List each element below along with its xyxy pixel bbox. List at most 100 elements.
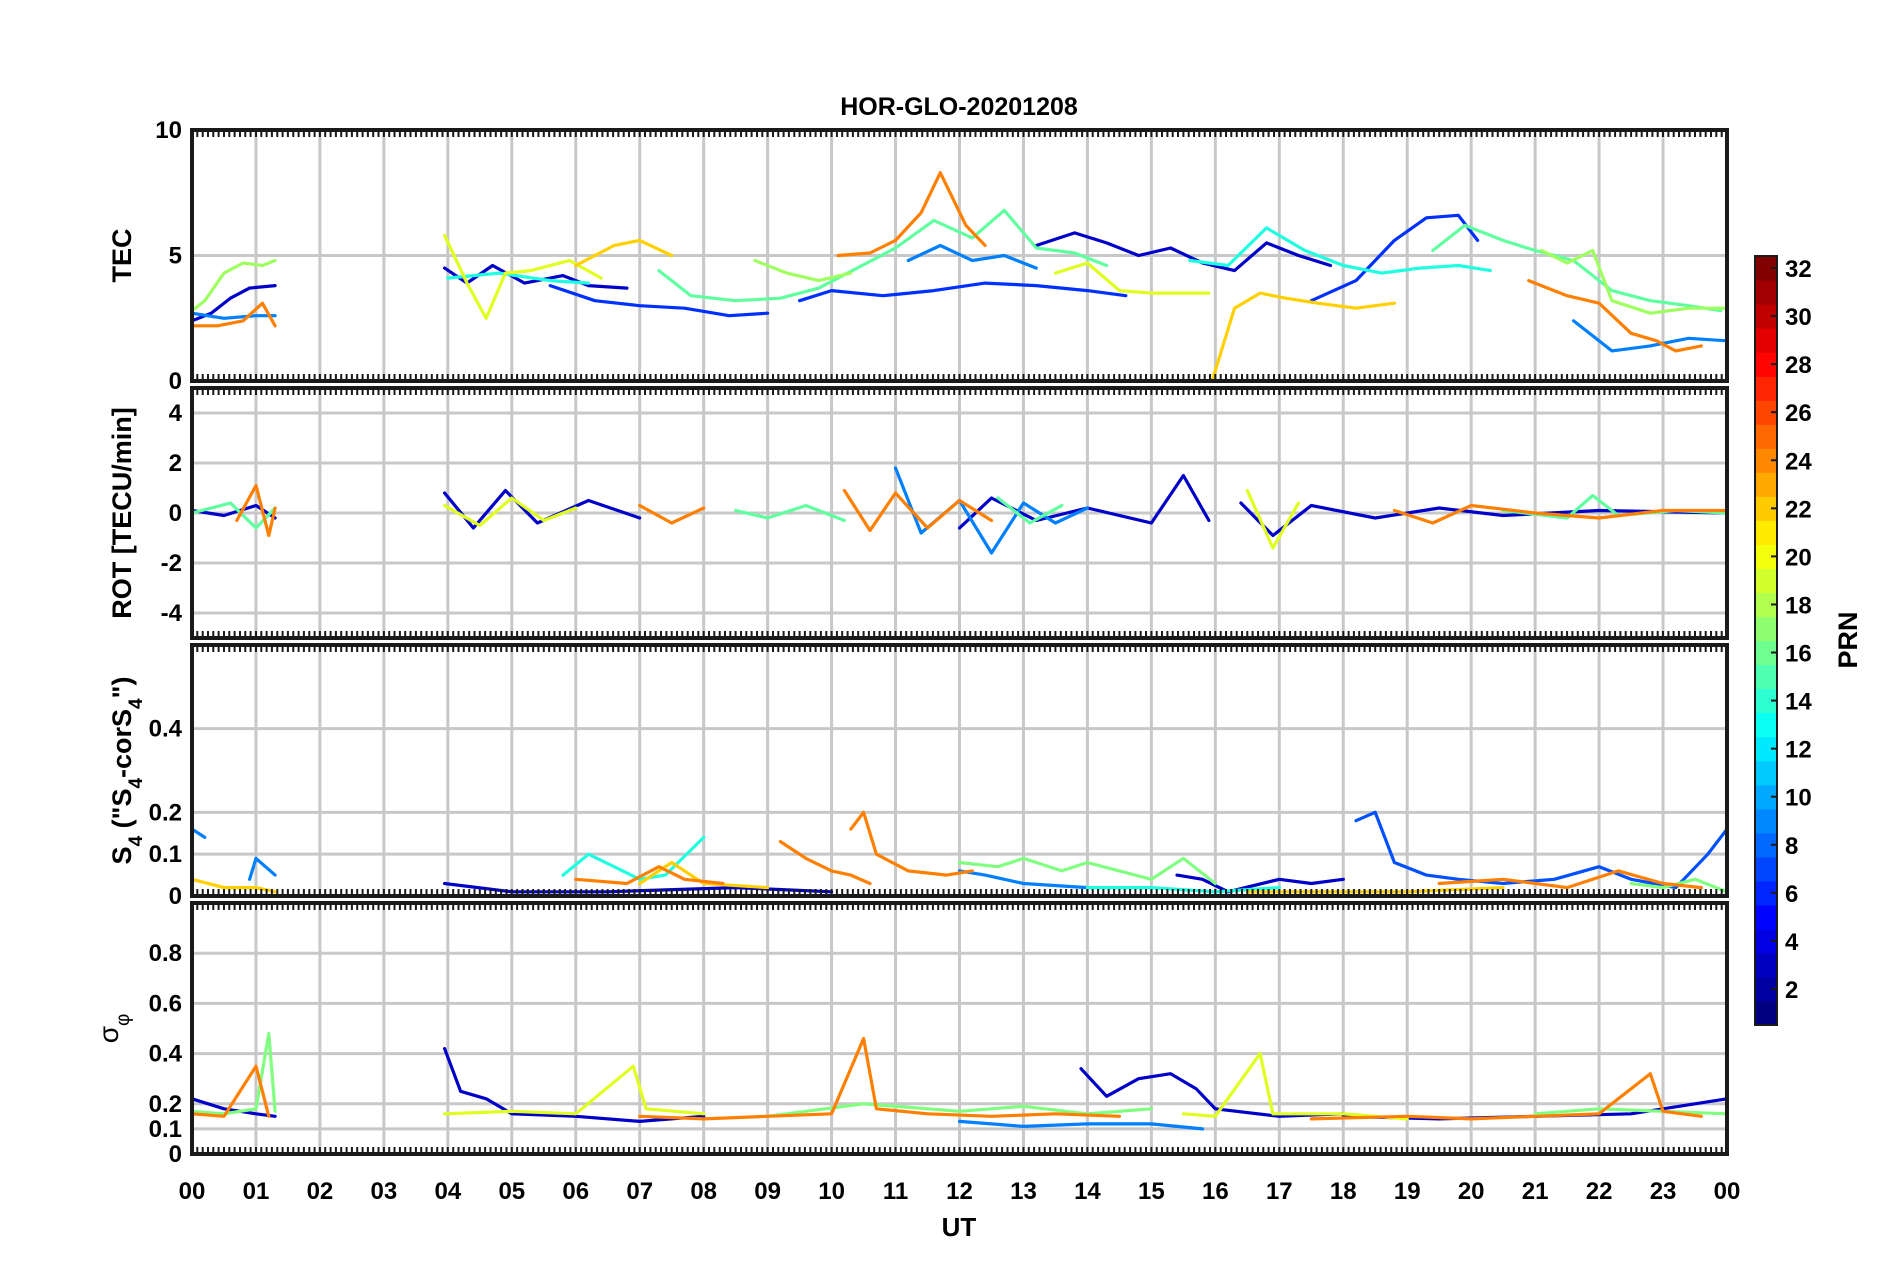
ylabel-part: -corS (107, 709, 137, 778)
panel-tec-ytick-label: 10 (155, 117, 182, 144)
ylabel-part: ("S (107, 789, 137, 836)
series-prn-17 (753, 258, 853, 283)
x-tick-label: 19 (1394, 1178, 1421, 1205)
colorbar-cell (1755, 472, 1777, 497)
colorbar-tick-label: 2 (1785, 977, 1798, 1004)
series-prn-24 (849, 810, 974, 877)
colorbar-cell (1755, 688, 1777, 714)
panel-rot: -4 -2 0 2 4 ROT [TECU/min] (107, 386, 1729, 640)
series-prn-9 (1571, 319, 1727, 353)
series-prn-9 (192, 827, 207, 840)
x-tick-label: 18 (1330, 1178, 1357, 1205)
colorbar-tick-label: 22 (1785, 496, 1812, 523)
colorbar-label: PRN (1833, 611, 1863, 668)
x-tick-label: 13 (1010, 1178, 1037, 1205)
panel-s4-frame (190, 643, 1729, 898)
x-tick-label: 02 (307, 1178, 334, 1205)
colorbar-tick-label: 24 (1785, 448, 1812, 475)
colorbar-tick-label: 12 (1785, 737, 1812, 764)
series-prn-21 (574, 238, 674, 268)
series-prn-3 (443, 1046, 706, 1124)
series-prn-24 (192, 301, 277, 328)
colorbar-cell (1755, 832, 1777, 858)
series-prn-3 (443, 488, 642, 530)
x-tick-label: 00 (179, 1178, 206, 1205)
ylabel-subscript: 4 (126, 778, 147, 789)
series-prn-17 (1539, 248, 1727, 315)
panel-sigma-ytick-label: 0.1 (149, 1116, 182, 1143)
colorbar-cell (1755, 592, 1777, 618)
colorbar-cell (1755, 952, 1777, 978)
colorbar-cell (1755, 736, 1777, 762)
colorbar-cell (1755, 856, 1777, 882)
ylabel-subscript: φ (113, 1014, 134, 1026)
colorbar-tick-label: 28 (1785, 352, 1812, 379)
series-prn-15 (733, 503, 847, 523)
series-prn-9 (957, 869, 1090, 890)
panel-rot-ytick-label: -4 (161, 600, 183, 627)
panel-rot-ytick-label: 2 (169, 450, 182, 477)
colorbar-cell (1755, 784, 1777, 810)
panel-sigma-ytick-label: 0.4 (149, 1041, 183, 1068)
colorbar-tick-label: 20 (1785, 544, 1812, 571)
panel-s4-ytick-label: 0.2 (149, 799, 182, 826)
series-prn-9 (248, 856, 277, 881)
series-prn-24 (1437, 869, 1704, 890)
colorbar-tick-label: 6 (1785, 881, 1798, 908)
colorbar-cell (1755, 256, 1777, 281)
series-prn-16 (192, 1031, 277, 1116)
series-prn-24 (1309, 1072, 1704, 1121)
panel-rot-ytick-label: -2 (161, 550, 182, 577)
panel-tec-series (192, 171, 1727, 381)
panel-rot-frame (190, 386, 1729, 640)
colorbar-cell (1755, 448, 1777, 473)
series-prn-16 (1629, 877, 1727, 894)
panel-tec-ytick-label: 0 (169, 368, 182, 395)
series-prn-19 (1053, 261, 1211, 295)
ylabel-subscript: 4 (126, 835, 147, 846)
panel-sigma-frame (190, 901, 1729, 1156)
series-prn-24 (638, 1036, 1122, 1121)
x-tick-label: 14 (1074, 1178, 1101, 1205)
colorbar-tick-label: 10 (1785, 785, 1812, 812)
colorbar-cell (1755, 712, 1777, 738)
series-prn-9 (192, 311, 277, 320)
series-prn-13 (1188, 226, 1493, 275)
ylabel-main: S (107, 846, 137, 864)
colorbar-cell (1755, 280, 1777, 305)
series-prn-24 (235, 483, 277, 538)
ylabel-part: ") (107, 677, 137, 699)
series-prn-21 (638, 860, 770, 890)
series-prn-24 (574, 865, 725, 886)
colorbar-tick-label: 18 (1785, 592, 1812, 619)
x-tick-label: 01 (243, 1178, 270, 1205)
colorbar-cell (1755, 496, 1777, 521)
colorbar-tick-label: 4 (1785, 929, 1799, 956)
panel-s4-ytick-label: 0 (169, 883, 182, 910)
colorbar-cell (1755, 376, 1777, 401)
series-prn-21 (1210, 291, 1397, 381)
colorbar-cell (1755, 1000, 1777, 1026)
colorbar-cell (1755, 544, 1777, 570)
ylabel-main: σ (93, 1026, 124, 1043)
series-prn-21 (192, 877, 277, 894)
panel-rot-series (192, 466, 1727, 555)
x-tick-label: 21 (1522, 1178, 1549, 1205)
colorbar-cell (1755, 808, 1777, 834)
x-tick-label: 06 (562, 1178, 589, 1205)
colorbar-cell (1755, 616, 1777, 642)
colorbar-tick-label: 30 (1785, 304, 1812, 331)
panel-sigma-ytick-label: 0.6 (149, 990, 182, 1017)
ylabel-main: TEC (107, 229, 137, 283)
series-prn-5 (797, 281, 1128, 303)
panel-rot-ytick-label: 4 (169, 400, 183, 427)
colorbar-cell (1755, 928, 1777, 954)
colorbar-frame (1754, 255, 1778, 1026)
series-prn-24 (192, 1064, 271, 1118)
series-prn-19 (443, 496, 578, 528)
colorbar-cell (1755, 976, 1777, 1002)
series-prn-15 (657, 208, 1109, 303)
panel-s4-series (192, 810, 1727, 894)
